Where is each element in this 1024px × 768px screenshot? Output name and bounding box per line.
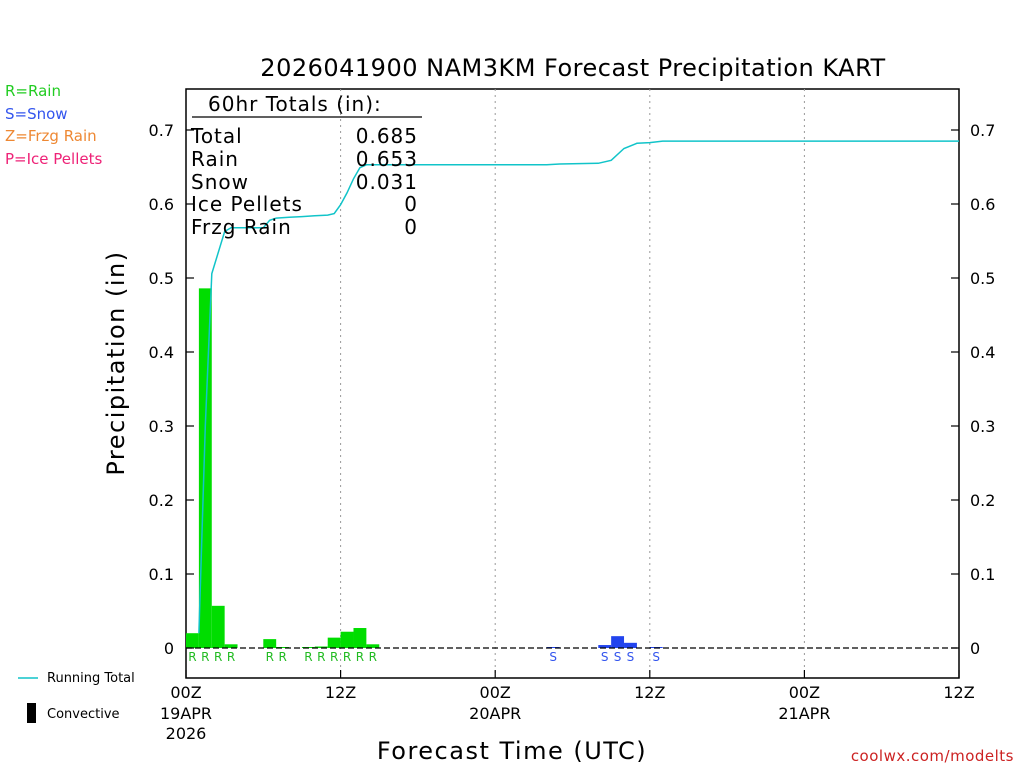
y-tick-label-left: 0.6 xyxy=(149,195,174,214)
y-axis: 0 00.1 0.10.2 0.20.3 0.30.4 0.40.5 0.50.6 0.60.… xyxy=(149,121,996,658)
x-tick-date: 21APR xyxy=(778,704,830,723)
precip-type-letter: R xyxy=(356,650,364,664)
y-tick-label-right: 0.4 xyxy=(970,343,995,362)
totals-value-ice-pellets: 0 xyxy=(404,192,418,216)
precip-bar-snow xyxy=(546,647,560,648)
plot-frame xyxy=(185,88,960,679)
precip-bar-rain xyxy=(314,646,328,648)
precip-type-letter: R xyxy=(330,650,338,664)
precip-type-letter: R xyxy=(317,650,325,664)
y-tick-label-right: 0.2 xyxy=(970,491,995,510)
x-tick-label: 12Z xyxy=(943,683,974,702)
totals-value-total: 0.685 xyxy=(356,124,418,148)
totals-value-frzg-rain: 0 xyxy=(404,215,418,239)
totals-label-frzg-rain: Frzg Rain xyxy=(191,215,292,239)
totals-label-snow: Snow xyxy=(191,170,249,194)
convective-legend-label: Convective xyxy=(47,707,120,722)
y-tick-label-right: 0.5 xyxy=(970,269,995,288)
totals-label-rain: Rain xyxy=(191,147,239,171)
y-tick-label-right: 0.3 xyxy=(970,417,995,436)
precip-bar-snow xyxy=(624,642,637,648)
precip-bar-rain xyxy=(198,288,212,648)
y-tick-label-left: 0 xyxy=(164,639,174,658)
legend-snow: S=Snow xyxy=(5,105,68,123)
precip-bar-rain xyxy=(340,631,354,648)
totals-heading: 60hr Totals (in): xyxy=(208,92,382,116)
totals-box: 60hr Totals (in): Total 0.685 Rain 0.653… xyxy=(190,92,422,239)
legend-frzg-rain: Z=Frzg Rain xyxy=(5,127,97,145)
credit-text: coolwx.com/modelts xyxy=(851,747,1014,765)
grid-lines xyxy=(340,89,805,678)
precip-type-letter: S xyxy=(549,650,557,664)
legend-rain: R=Rain xyxy=(5,82,61,100)
precip-type-letter: R xyxy=(188,650,196,664)
totals-value-snow: 0.031 xyxy=(356,170,418,194)
x-tick-year: 2026 xyxy=(166,724,207,743)
totals-value-rain: 0.653 xyxy=(356,147,418,171)
y-tick-label-right: 0 xyxy=(970,639,980,658)
precip-type-letter: R xyxy=(214,650,222,664)
precip-bars xyxy=(186,288,663,648)
precip-type-letter: S xyxy=(614,650,622,664)
precip-type-letter: R xyxy=(201,650,209,664)
y-tick-label-left: 0.1 xyxy=(149,565,174,584)
x-tick-date: 19APR xyxy=(160,704,212,723)
legend-ice-pellets: P=Ice Pellets xyxy=(5,150,102,168)
precip-bar-rain xyxy=(263,639,277,648)
running-total-line-group xyxy=(198,140,959,634)
precip-bar-snow xyxy=(611,636,625,648)
precip-bar-snow xyxy=(598,645,612,648)
y-tick-label-left: 0.5 xyxy=(149,269,174,288)
y-tick-label-right: 0.6 xyxy=(970,195,995,214)
x-tick-label: 00Z xyxy=(170,683,201,702)
precip-bar-rain xyxy=(224,644,238,648)
precip-type-letter: R xyxy=(343,650,351,664)
totals-label-total: Total xyxy=(190,124,243,148)
y-tick-label-left: 0.3 xyxy=(149,417,174,436)
y-tick-label-left: 0.4 xyxy=(149,343,174,362)
totals-label-ice-pellets: Ice Pellets xyxy=(191,192,303,216)
x-tick-label: 00Z xyxy=(480,683,511,702)
x-axis-title: Forecast Time (UTC) xyxy=(377,737,647,765)
chart-title: 2026041900 NAM3KM Forecast Precipitation… xyxy=(260,54,885,82)
precip-type-letter: S xyxy=(601,650,609,664)
x-tick-label: 12Z xyxy=(325,683,356,702)
running-total-legend-label: Running Total xyxy=(47,671,135,686)
precip-bar-rain xyxy=(276,647,290,648)
running-total-line xyxy=(198,140,959,634)
precip-type-letter: S xyxy=(652,650,660,664)
precip-type-letter: S xyxy=(627,650,635,664)
precip-bar-rain xyxy=(353,628,367,648)
precip-type-letter: R xyxy=(369,650,377,664)
x-tick-label: 12Z xyxy=(634,683,665,702)
precip-type-letter: R xyxy=(227,650,235,664)
precip-type-letter: R xyxy=(304,650,312,664)
precip-bar-rain xyxy=(186,633,199,648)
y-tick-label-right: 0.1 xyxy=(970,565,995,584)
precip-type-letter: R xyxy=(278,650,286,664)
precip-type-letter: R xyxy=(266,650,274,664)
x-tick-date: 20APR xyxy=(469,704,521,723)
precip-bar-rain xyxy=(211,605,225,648)
y-tick-label-left: 0.7 xyxy=(149,121,174,140)
y-tick-label-left: 0.2 xyxy=(149,491,174,510)
y-tick-label-right: 0.7 xyxy=(970,121,995,140)
x-tick-label: 00Z xyxy=(789,683,820,702)
y-axis-title: Precipitation (in) xyxy=(102,250,130,475)
precip-bar-rain xyxy=(366,644,380,648)
convective-legend-swatch xyxy=(27,703,36,723)
precip-bar-rain xyxy=(327,637,341,648)
